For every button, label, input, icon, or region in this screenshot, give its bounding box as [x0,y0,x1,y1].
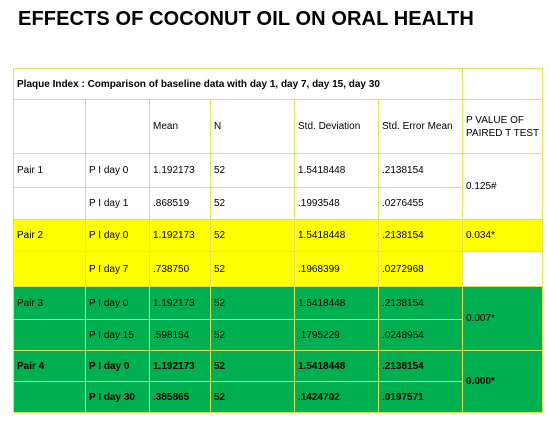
sem-cell: .2138154 [378,350,463,382]
pair-label [13,251,86,287]
n-cell: 52 [210,153,295,188]
table-row: Pair 3 P I day 0 1.192173 52 1.5418448 .… [13,286,544,351]
mean-cell: .385865 [149,381,211,413]
sd-cell: 1.5418448 [294,286,379,320]
header-std-deviation: Std. Deviation [294,99,379,154]
mean-cell: .868519 [149,187,211,220]
table-row: Pair 1 P I day 0 1.192173 52 1.5418448 .… [13,153,544,220]
header-std-error-mean: Std. Error Mean [378,99,463,154]
row-label: P I day 0 [85,153,150,188]
mean-cell: 1.192173 [149,219,211,252]
sd-cell: .1424702 [294,381,379,413]
row-label: P I day 1 [85,187,150,220]
row-label: P I day 30 [85,381,150,413]
row-label: P I day 0 [85,219,150,252]
pair-label: Pair 3 [13,286,86,320]
p-value-cell: 0.125# [461,153,544,220]
plaque-index-table: Plaque Index : Comparison of baseline da… [13,68,544,413]
pair-label: Pair 2 [13,219,86,252]
p-value-cell: 0.034* [461,219,544,252]
n-cell: 52 [210,219,295,252]
row-label: P I day 0 [85,286,150,320]
header-row: Mean N Std. Deviation Std. Error Mean P … [13,99,544,154]
sd-cell: .1795229 [294,319,379,351]
sem-cell: .2138154 [378,286,463,320]
header-p-value-line2: PAIRED T TEST [466,127,540,139]
sem-cell: .0248954 [378,319,463,351]
header-p-value-line1: P VALUE OF [466,114,524,126]
sem-cell: .2138154 [378,219,463,252]
mean-cell: .598154 [149,319,211,351]
pair-label [13,319,86,351]
page-title: EFFECTS OF COCONUT OIL ON ORAL HEALTH [18,8,474,30]
header-p-value: P VALUE OF PAIRED T TEST [461,99,544,154]
mean-cell: .738750 [149,251,211,287]
mean-cell: 1.192173 [149,350,211,382]
sd-cell: .1993548 [294,187,379,220]
pair-label [13,187,86,220]
header-mean: Mean [149,99,211,154]
pair-label: Pair 1 [13,153,86,188]
sem-cell: .0276455 [378,187,463,220]
row-label: P I day 0 [85,350,150,382]
header-n: N [210,99,295,154]
pair-label [13,381,86,413]
n-cell: 52 [210,381,295,413]
table-row: P I day 1 .868519 52 .1993548 .0276455 [13,187,543,220]
sd-cell: 1.5418448 [294,219,379,252]
sem-cell: .0197571 [378,381,463,413]
header-pair-cell [13,99,86,154]
caption-row-pvalue-cell [461,68,544,100]
p-value-cell: 0.000* [461,350,544,413]
table-row: Pair 2 P I day 0 1.192173 52 1.5418448 .… [13,219,544,252]
table-row: P I day 15 .598154 52 .1795229 .0248954 [13,319,543,351]
table-row: P I day 7 .738750 52 .1968399 .0272968 [13,251,544,287]
sd-cell: .1968399 [294,251,379,287]
sd-cell: 1.5418448 [294,350,379,382]
n-cell: 52 [210,319,295,351]
sem-cell: .2138154 [378,153,463,188]
mean-cell: 1.192173 [149,153,211,188]
p-value-cell: 0.007* [461,286,544,351]
p-value-blank-cell [461,251,544,287]
mean-cell: 1.192173 [149,286,211,320]
caption-row: Plaque Index : Comparison of baseline da… [13,68,544,100]
row-label: P I day 7 [85,251,150,287]
row-label: P I day 15 [85,319,150,351]
table-row: Pair 4 P I day 0 1.192173 52 1.5418448 .… [13,350,544,413]
pair-label: Pair 4 [13,350,86,382]
n-cell: 52 [210,187,295,220]
n-cell: 52 [210,350,295,382]
table-row: P I day 30 .385865 52 .1424702 .0197571 [13,381,543,413]
header-label-cell [85,99,150,154]
n-cell: 52 [210,251,295,287]
sem-cell: .0272968 [378,251,463,287]
sd-cell: 1.5418448 [294,153,379,188]
table-caption: Plaque Index : Comparison of baseline da… [13,68,463,100]
n-cell: 52 [210,286,295,320]
